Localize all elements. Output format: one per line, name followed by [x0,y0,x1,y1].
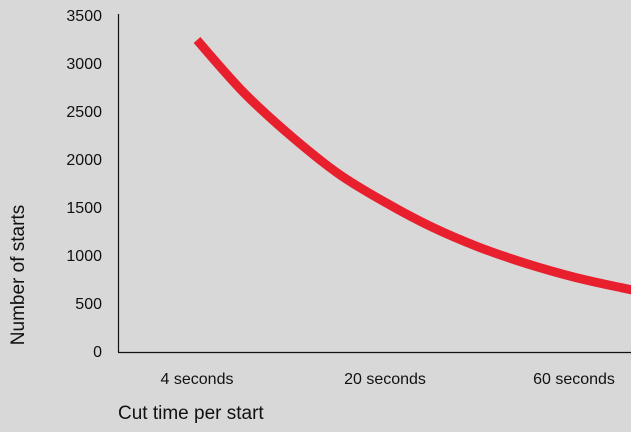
y-tick-label-2500: 2500 [66,104,102,121]
y-tick-labels: 0 500 1000 1500 2000 2500 3000 3500 [66,8,102,361]
x-tick-label-3: 60 seconds [533,371,615,388]
y-tick-label-0: 0 [93,344,102,361]
y-tick-label-1500: 1500 [66,200,102,217]
y-tick-label-1000: 1000 [66,248,102,265]
x-axis: 4 seconds 20 seconds 60 seconds [118,351,631,388]
x-axis-title: Cut time per start [118,403,264,424]
x-tick-labels: 4 seconds 20 seconds 60 seconds [161,371,615,388]
x-tick-label-2: 20 seconds [344,371,426,388]
x-tick-label-1: 4 seconds [161,371,234,388]
series-layer [193,37,631,295]
y-axis-title: Number of starts [8,205,29,345]
y-tick-label-3500: 3500 [66,8,102,25]
y-tick-label-3000: 3000 [66,56,102,73]
y-axis: 0 500 1000 1500 2000 2500 3000 3500 [66,8,120,361]
series-line-1 [193,37,631,295]
y-tick-label-2000: 2000 [66,152,102,169]
y-tick-label-500: 500 [75,296,102,313]
